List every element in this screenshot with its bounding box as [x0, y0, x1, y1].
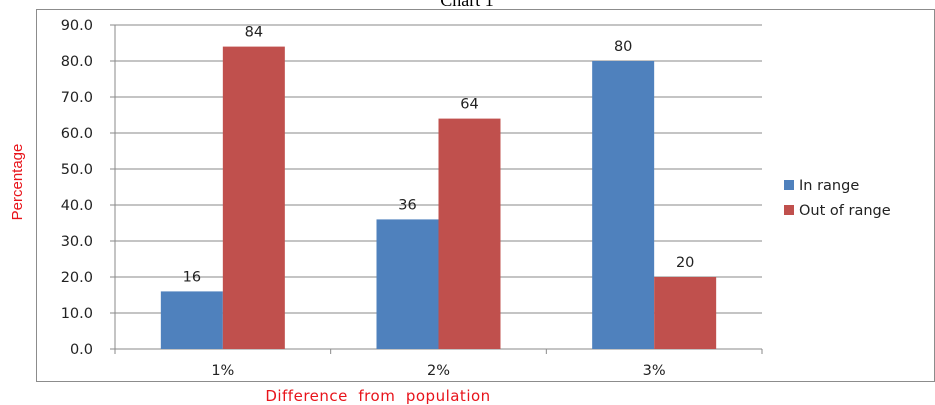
bar [592, 61, 655, 349]
legend: In range Out of range [784, 178, 891, 219]
y-tick-label: 50.0 [61, 162, 93, 178]
data-label: 64 [460, 97, 478, 113]
y-tick-label: 0.0 [70, 342, 93, 358]
bar [654, 277, 717, 349]
y-tick-label: 30.0 [61, 234, 93, 250]
data-label: 84 [245, 25, 263, 41]
y-tick-label: 90.0 [61, 18, 93, 34]
data-labels: 16 84 36 64 80 20 [183, 25, 695, 286]
bar [222, 46, 285, 349]
bar [160, 291, 223, 349]
legend-swatch [784, 205, 794, 215]
x-tick-label: 2% [427, 363, 450, 379]
data-label: 20 [676, 255, 694, 271]
x-axis-tick-labels: 1% 2% 3% [211, 363, 665, 379]
data-label: 16 [183, 269, 201, 285]
y-tick-label: 10.0 [61, 306, 93, 322]
legend-label: Out of range [799, 203, 891, 219]
y-tick-label: 60.0 [61, 126, 93, 142]
y-tick-label: 80.0 [61, 54, 93, 70]
x-axis-title: Difference from population [265, 387, 490, 405]
legend-swatch [784, 180, 794, 190]
chart-title: Chart 1 [440, 0, 494, 10]
y-tick-label: 70.0 [61, 90, 93, 106]
y-axis-title: Percentage [9, 144, 26, 221]
legend-label: In range [799, 178, 859, 194]
y-axis-tick-labels: 0.0 10.0 20.0 30.0 40.0 50.0 60.0 70.0 80.0 90.0 [61, 18, 93, 358]
bar [376, 219, 439, 349]
bar [438, 118, 501, 349]
data-label: 80 [614, 39, 632, 55]
y-tick-label: 20.0 [61, 270, 93, 286]
bars [160, 46, 717, 349]
x-tick-label: 3% [643, 363, 666, 379]
data-label: 36 [398, 197, 416, 213]
y-tick-label: 40.0 [61, 198, 93, 214]
x-tick-label: 1% [211, 363, 234, 379]
